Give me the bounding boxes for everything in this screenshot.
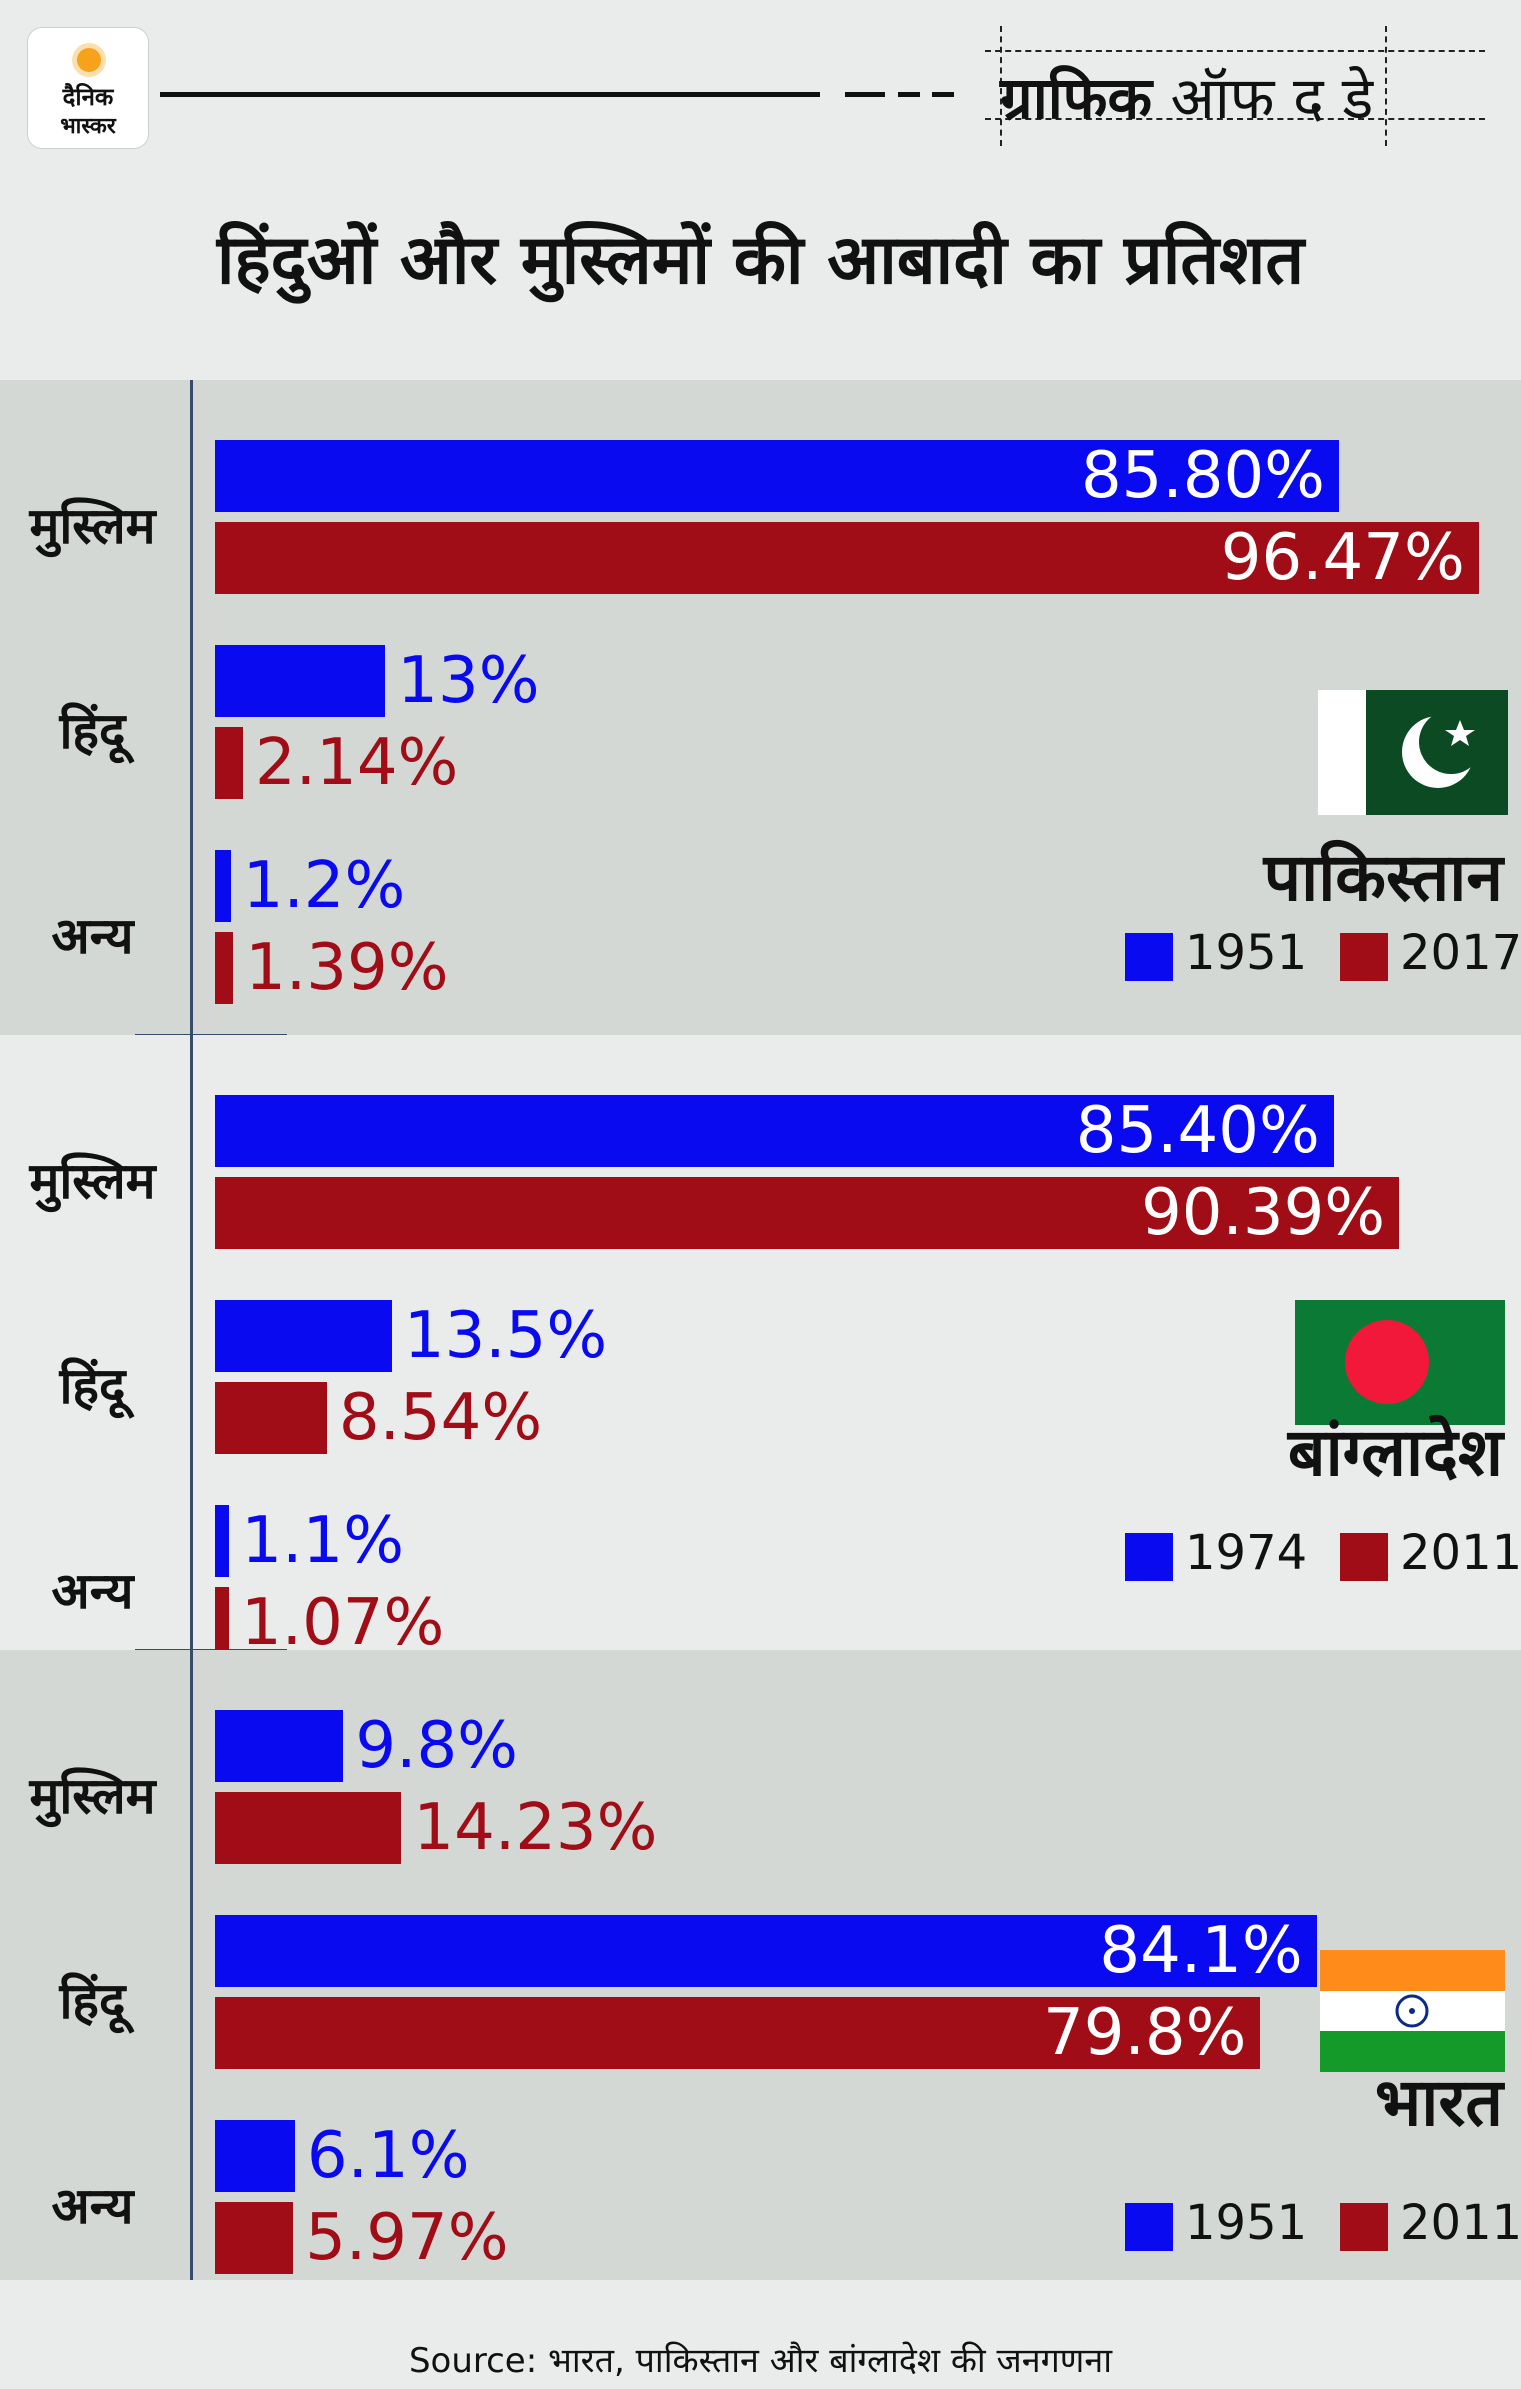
data-label: 14.23%	[413, 1791, 658, 1865]
data-label: 9.8%	[355, 1709, 518, 1783]
data-label: 5.97%	[305, 2201, 509, 2275]
header-rule-dash	[898, 92, 920, 97]
data-label: 1.39%	[245, 931, 449, 1005]
country-name: भारत	[1374, 2064, 1503, 2141]
legend-label: 1951	[1185, 925, 1308, 981]
data-label: 85.80%	[1080, 439, 1325, 513]
legend-label: 2011	[1400, 2195, 1521, 2251]
pakistan-flag	[1318, 690, 1508, 815]
category-label: अन्य	[51, 907, 134, 965]
data-label: 79.8%	[1043, 1996, 1247, 2070]
data-label: 85.40%	[1075, 1094, 1320, 1168]
header-rule-dash	[932, 92, 954, 97]
tag-bold: ग्राफिक	[1000, 64, 1153, 132]
bar	[215, 1710, 344, 1782]
legend-swatch	[1340, 933, 1388, 981]
category-label: अन्य	[51, 1562, 134, 1620]
india-flag	[1320, 1950, 1505, 2072]
chart-panel: मुस्लिम 9.8% 14.23% हिंदू 84.1% 79.8% अन्य 6.1%…	[0, 1650, 1521, 2280]
guide-line	[985, 50, 1485, 52]
source-note: Source: भारत, पाकिस्तान और बांग्लादेश की…	[408, 2341, 1113, 2381]
data-label: 8.54%	[338, 1381, 543, 1455]
category-label: हिंदू	[59, 702, 126, 760]
bar	[215, 2202, 294, 2274]
guide-line	[985, 118, 1485, 120]
country-name: बांग्लादेश	[1287, 1414, 1503, 1491]
bar	[215, 1505, 230, 1577]
sun-icon	[77, 48, 101, 72]
legend-label: 2017	[1400, 925, 1521, 981]
legend-label: 1974	[1185, 1525, 1308, 1581]
legend-swatch	[1340, 2203, 1388, 2251]
tag-rest: ऑफ द डे	[1152, 64, 1374, 132]
legend-label: 1951	[1185, 2195, 1308, 2251]
category-label: मुस्लिम	[29, 1767, 156, 1825]
bar	[215, 1300, 392, 1372]
chart-panel: मुस्लिम 85.80% 96.47% हिंदू 13% 2.14% अन्य 1.2%…	[0, 380, 1521, 1036]
header-rule	[160, 92, 820, 97]
legend-label: 2011	[1400, 1525, 1521, 1581]
bar	[215, 727, 244, 799]
bar	[215, 1587, 230, 1659]
data-label: 1.1%	[241, 1504, 404, 1578]
dainik-bhaskar-logo: दैनिक भास्कर	[28, 28, 148, 148]
guide-line	[1000, 26, 1002, 146]
country-name: पाकिस्तान	[1263, 839, 1503, 916]
graphic-of-the-day-tag: ग्राफिक ऑफ द डे	[1000, 56, 1373, 135]
bar	[215, 1997, 1261, 2069]
category-label: अन्य	[51, 2177, 134, 2235]
legend-swatch	[1340, 1533, 1388, 1581]
category-label: हिंदू	[59, 1357, 126, 1415]
guide-line	[1385, 26, 1387, 146]
header: दैनिक भास्कर ग्राफिक ऑफ द डे हिंदुओं और …	[0, 0, 1521, 380]
data-label: 90.39%	[1141, 1176, 1386, 1250]
legend-swatch	[1125, 933, 1173, 981]
bar	[215, 850, 231, 922]
data-label: 1.07%	[241, 1586, 445, 1660]
bar	[215, 522, 1479, 594]
logo-line2: भास्कर	[60, 114, 116, 139]
bar	[215, 440, 1339, 512]
category-label: मुस्लिम	[29, 1152, 156, 1210]
chart-panel: मुस्लिम 85.40% 90.39% हिंदू 13.5% 8.54% अन्य 1.…	[0, 1035, 1521, 1659]
data-label: 6.1%	[306, 2119, 470, 2193]
bar	[215, 645, 386, 717]
data-label: 96.47%	[1220, 521, 1465, 595]
y-axis-line	[190, 1035, 193, 1650]
data-label: 84.1%	[1099, 1914, 1303, 1988]
category-label: मुस्लिम	[29, 497, 156, 555]
bangladesh-flag	[1295, 1300, 1505, 1425]
y-axis-line	[190, 380, 193, 1035]
header-rule-dash	[845, 92, 885, 97]
legend-swatch	[1125, 1533, 1173, 1581]
data-label: 13.5%	[403, 1299, 608, 1373]
data-label: 2.14%	[255, 726, 459, 800]
bar	[215, 1915, 1317, 1987]
bar	[215, 1382, 327, 1454]
bar	[215, 1792, 402, 1864]
legend-swatch	[1125, 2203, 1173, 2251]
y-axis-line	[190, 1650, 193, 2280]
bar	[215, 2120, 295, 2192]
data-label: 1.2%	[242, 849, 406, 923]
bar	[215, 932, 234, 1004]
bar	[215, 1177, 1400, 1249]
category-label: हिंदू	[59, 1972, 126, 2030]
data-label: 13%	[397, 644, 540, 718]
logo-line1: दैनिक	[62, 83, 114, 111]
page-title: हिंदुओं और मुस्लिमों की आबादी का प्रतिशत	[216, 221, 1305, 300]
bar	[215, 1095, 1334, 1167]
